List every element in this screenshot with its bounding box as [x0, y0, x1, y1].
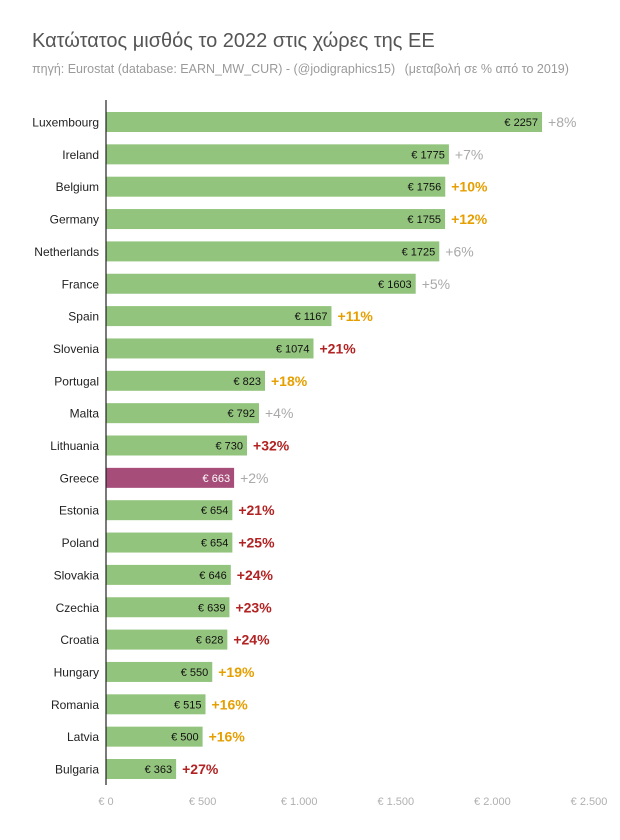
- x-tick-label: € 500: [189, 796, 217, 808]
- change-label: +21%: [238, 502, 275, 518]
- category-label: Netherlands: [34, 245, 99, 259]
- change-label: +7%: [455, 146, 483, 162]
- category-label: Germany: [50, 213, 99, 227]
- category-label: Belgium: [56, 180, 99, 194]
- chart-title: Κατώτατος μισθός το 2022 στις χώρες της …: [32, 30, 435, 52]
- value-label: € 1603: [378, 279, 412, 291]
- bar: [106, 597, 230, 618]
- value-label: € 515: [174, 699, 202, 711]
- category-label: Hungary: [54, 665, 99, 679]
- value-label: € 654: [201, 538, 229, 550]
- value-label: € 1167: [295, 311, 328, 323]
- bar: [106, 209, 446, 230]
- change-label: +18%: [271, 373, 308, 389]
- change-label: +27%: [182, 761, 219, 777]
- change-label: +8%: [548, 114, 576, 130]
- change-label: +12%: [451, 211, 488, 227]
- x-tick-label: € 0: [98, 796, 113, 808]
- value-label: € 1756: [408, 182, 442, 194]
- x-tick-label: € 2.000: [474, 796, 511, 808]
- bar: [106, 176, 446, 197]
- x-tick-label: € 1.500: [377, 796, 414, 808]
- bar: [106, 144, 449, 165]
- chart-subtitle: πηγή: Eurostat (database: EARN_MW_CUR) -…: [32, 62, 569, 76]
- change-label: +25%: [238, 535, 275, 551]
- bar: [106, 435, 248, 456]
- value-label: € 1074: [276, 343, 310, 355]
- category-label: Bulgaria: [55, 763, 99, 777]
- bar-highlight: [106, 467, 235, 488]
- category-label: Estonia: [59, 504, 99, 518]
- bar: [106, 241, 440, 262]
- bar: [106, 306, 332, 327]
- bar: [106, 370, 266, 391]
- category-label: Greece: [60, 471, 100, 485]
- bar: [106, 338, 314, 359]
- category-label: Czechia: [56, 601, 100, 615]
- value-label: € 823: [233, 376, 261, 388]
- value-label: € 1755: [407, 214, 441, 226]
- bar: [106, 661, 213, 682]
- change-label: +24%: [233, 632, 270, 648]
- bar: [106, 403, 260, 424]
- value-label: € 654: [201, 505, 229, 517]
- x-tick-label: € 2.500: [571, 796, 608, 808]
- category-label: Ireland: [62, 148, 99, 162]
- category-label: Spain: [68, 310, 99, 324]
- value-label: € 730: [216, 441, 244, 453]
- change-label: +10%: [451, 179, 488, 195]
- bar: [106, 273, 416, 294]
- category-label: Malta: [70, 407, 100, 421]
- change-label: +19%: [218, 664, 255, 680]
- category-label: Slovenia: [53, 342, 99, 356]
- bar: [106, 629, 228, 650]
- value-label: € 639: [198, 602, 226, 614]
- change-note: (μεταβολή σε % από το 2019): [404, 62, 569, 76]
- change-label: +24%: [237, 567, 274, 583]
- value-label: € 2257: [504, 117, 538, 129]
- change-label: +32%: [253, 438, 290, 454]
- change-label: +16%: [209, 729, 246, 745]
- bar: [106, 694, 206, 715]
- category-label: Luxembourg: [32, 116, 99, 130]
- value-label: € 500: [171, 732, 199, 744]
- category-label: Latvia: [67, 730, 99, 744]
- bar: [106, 112, 543, 132]
- value-label: € 363: [145, 764, 173, 776]
- change-label: +21%: [319, 340, 356, 356]
- change-label: +16%: [211, 696, 248, 712]
- category-label: Poland: [62, 536, 99, 550]
- category-label: Portugal: [54, 374, 99, 388]
- category-label: Romania: [51, 698, 99, 712]
- value-label: € 550: [181, 667, 209, 679]
- value-label: € 628: [196, 635, 224, 647]
- change-label: +5%: [422, 276, 450, 292]
- change-label: +23%: [235, 599, 272, 615]
- change-label: +2%: [240, 470, 268, 486]
- category-label: Croatia: [60, 633, 99, 647]
- category-label: Slovakia: [54, 568, 100, 582]
- change-label: +6%: [445, 243, 473, 259]
- category-label: Lithuania: [50, 439, 99, 453]
- value-label: € 663: [203, 473, 231, 485]
- value-label: € 646: [199, 570, 227, 582]
- change-label: +4%: [265, 405, 293, 421]
- category-label: France: [62, 277, 100, 291]
- bar: [106, 759, 177, 779]
- value-label: € 792: [227, 408, 255, 420]
- bar: [106, 726, 203, 747]
- bar: [106, 532, 233, 553]
- bar: [106, 564, 231, 585]
- bar: [106, 500, 233, 521]
- x-tick-label: € 1.000: [281, 796, 318, 808]
- source-text: πηγή: Eurostat (database: EARN_MW_CUR) -…: [32, 62, 396, 76]
- change-label: +11%: [337, 308, 373, 324]
- value-label: € 1775: [411, 149, 445, 161]
- value-label: € 1725: [402, 246, 436, 258]
